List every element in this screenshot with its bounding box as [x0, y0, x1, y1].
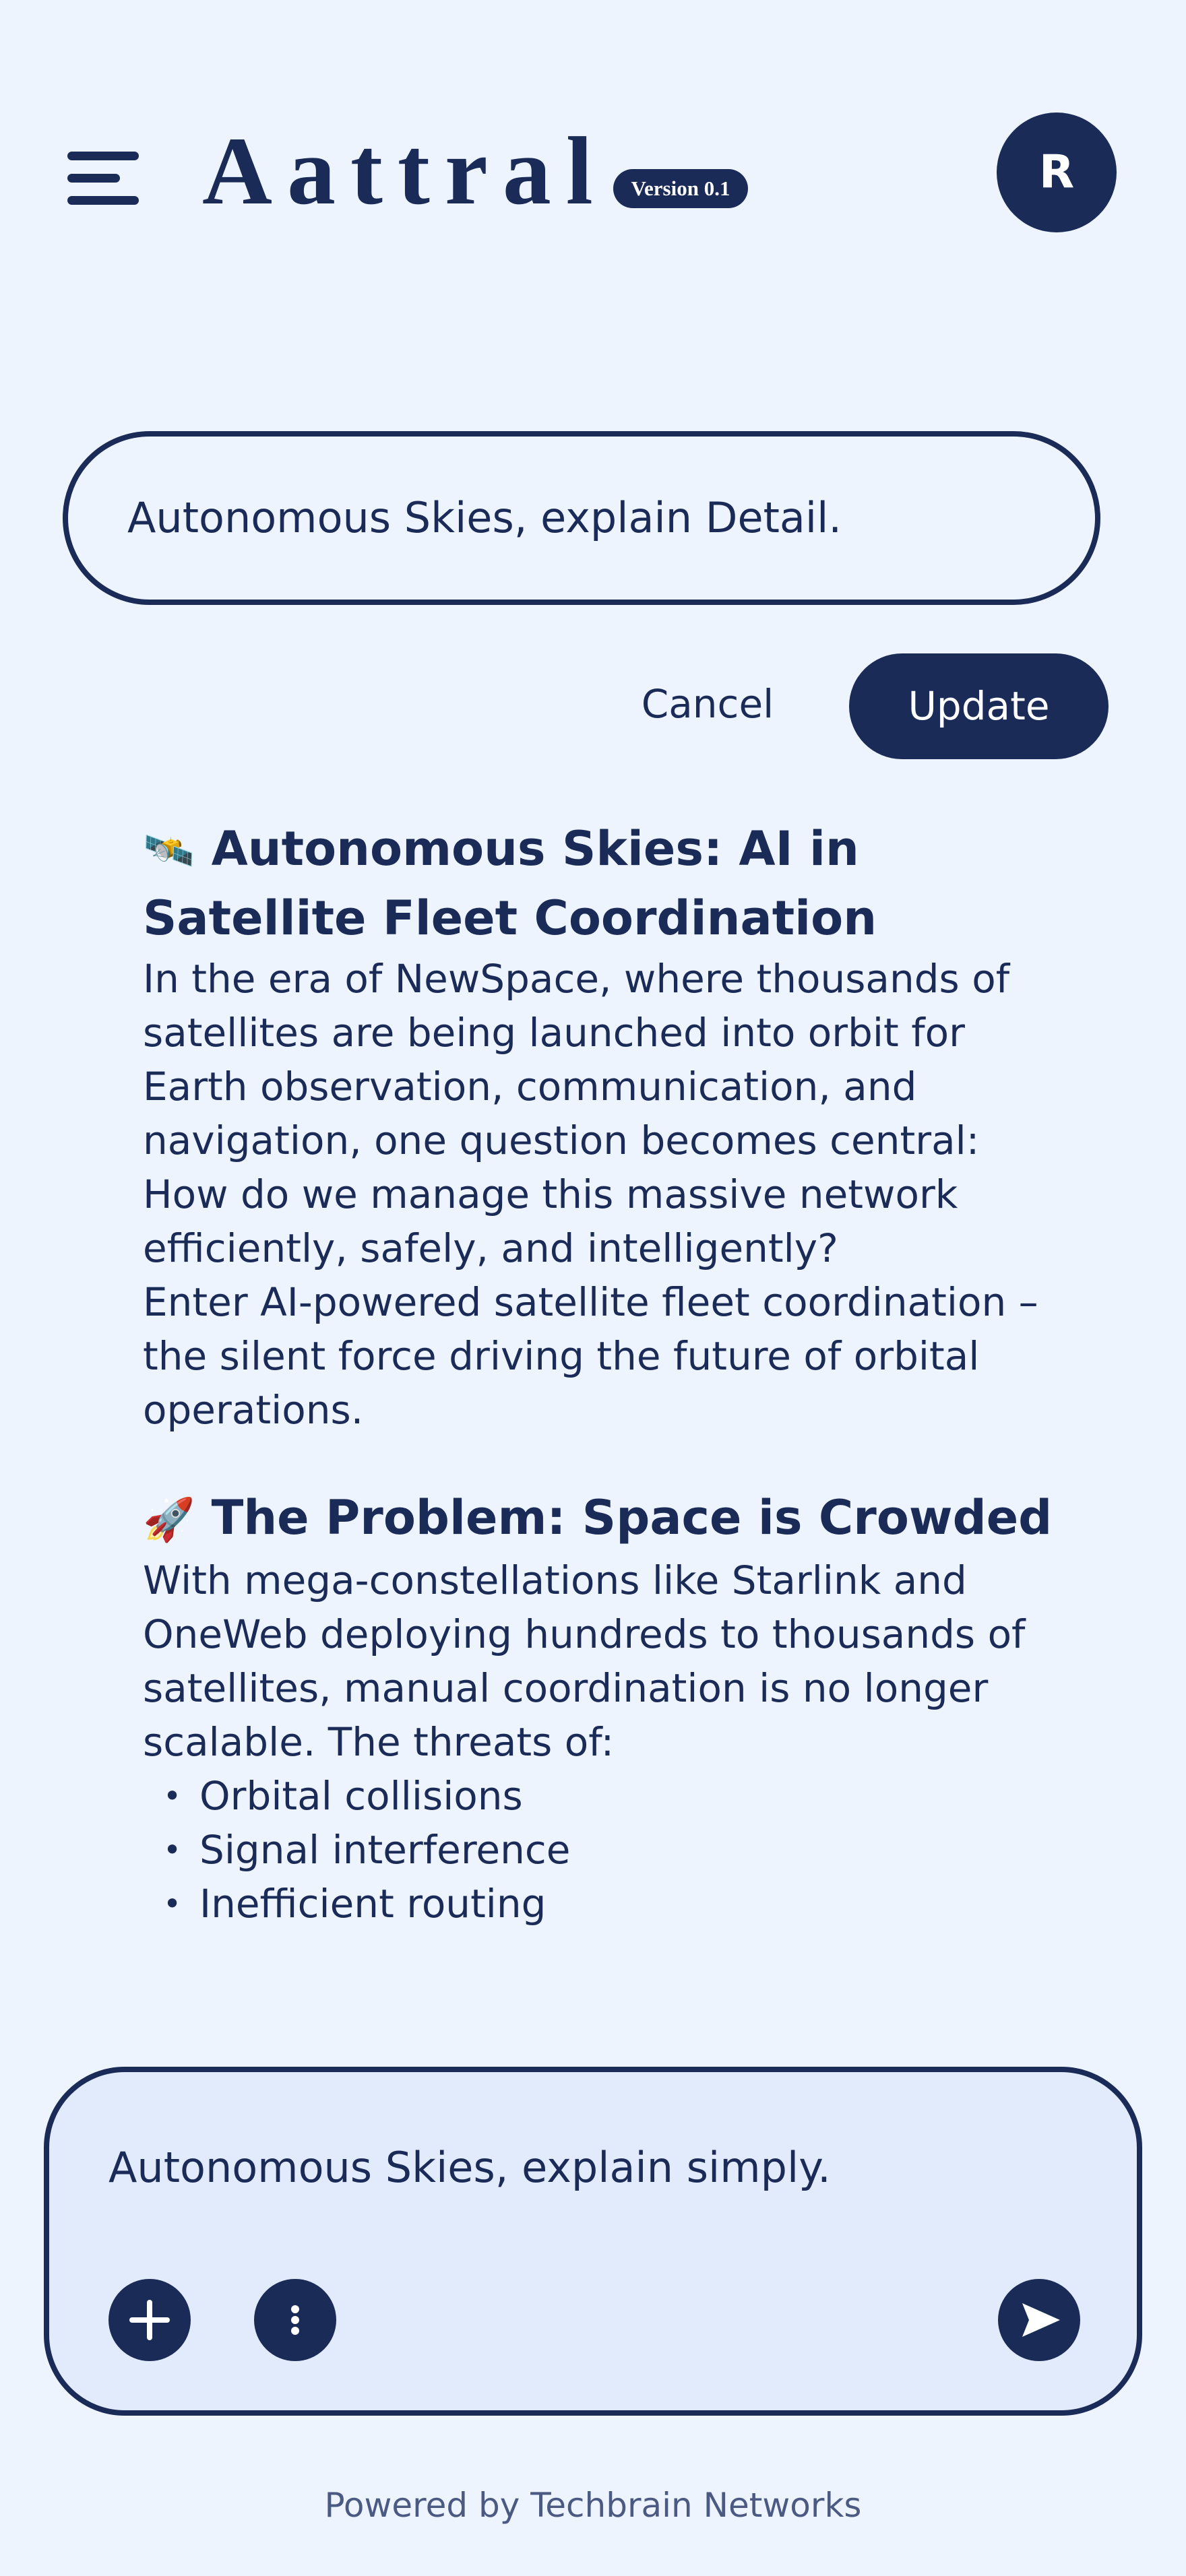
update-button[interactable]: Update — [849, 653, 1109, 759]
article-section: 🛰️ Autonomous Skies: AI in Satellite Fle… — [143, 815, 1059, 1437]
section-paragraph: With mega-constellations like Starlink a… — [143, 1557, 1026, 1765]
section-heading: 🚀 The Problem: Space is Crowded — [143, 1484, 1059, 1553]
list-item: • Orbital collisions — [143, 1769, 1059, 1823]
bullet-dot-icon: • — [163, 1832, 182, 1868]
article-section: 🚀 The Problem: Space is Crowded With meg… — [143, 1484, 1059, 1931]
cancel-button[interactable]: Cancel — [641, 681, 774, 727]
footer-powered-by: Powered by Techbrain Networks — [324, 2486, 862, 2525]
list-item-text: Inefficient routing — [199, 1881, 547, 1927]
send-button[interactable] — [998, 2279, 1080, 2361]
section-paragraph: Enter AI-powered satellite fleet coordin… — [143, 1279, 1038, 1433]
message-input[interactable] — [108, 2143, 1052, 2192]
section-paragraph: In the era of NewSpace, where thousands … — [143, 956, 1010, 1271]
list-item-text: Orbital collisions — [199, 1773, 523, 1819]
send-icon — [1022, 2303, 1060, 2337]
brand-logo: Aattral — [202, 118, 608, 225]
more-options-button[interactable] — [254, 2279, 336, 2361]
section-heading-text: The Problem: Space is Crowded — [211, 1490, 1053, 1545]
edit-prompt-text[interactable]: Autonomous Skies, explain Detail. — [127, 493, 842, 542]
list-item: • Signal interference — [143, 1823, 1059, 1877]
bullet-dot-icon: • — [163, 1886, 182, 1922]
list-item-text: Signal interference — [199, 1827, 571, 1873]
more-vertical-icon — [291, 2305, 299, 2335]
section-heading: 🛰️ Autonomous Skies: AI in Satellite Fle… — [143, 815, 1059, 952]
message-composer — [44, 2067, 1142, 2416]
rocket-icon: 🚀 — [143, 1495, 195, 1544]
add-attachment-button[interactable] — [108, 2279, 191, 2361]
version-badge: Version 0.1 — [613, 169, 748, 208]
response-article: 🛰️ Autonomous Skies: AI in Satellite Fle… — [143, 815, 1059, 1931]
plus-icon — [129, 2300, 170, 2340]
edit-prompt-field[interactable]: Autonomous Skies, explain Detail. — [63, 431, 1100, 605]
list-item: • Inefficient routing — [143, 1877, 1059, 1931]
user-avatar[interactable]: R — [997, 112, 1117, 232]
satellite-icon: 🛰️ — [143, 826, 195, 875]
hamburger-menu-icon[interactable] — [67, 152, 142, 205]
section-heading-text: Autonomous Skies: AI in Satellite Fleet … — [143, 821, 877, 946]
bullet-list: • Orbital collisions • Signal interference… — [143, 1769, 1059, 1931]
bullet-dot-icon: • — [163, 1778, 182, 1814]
